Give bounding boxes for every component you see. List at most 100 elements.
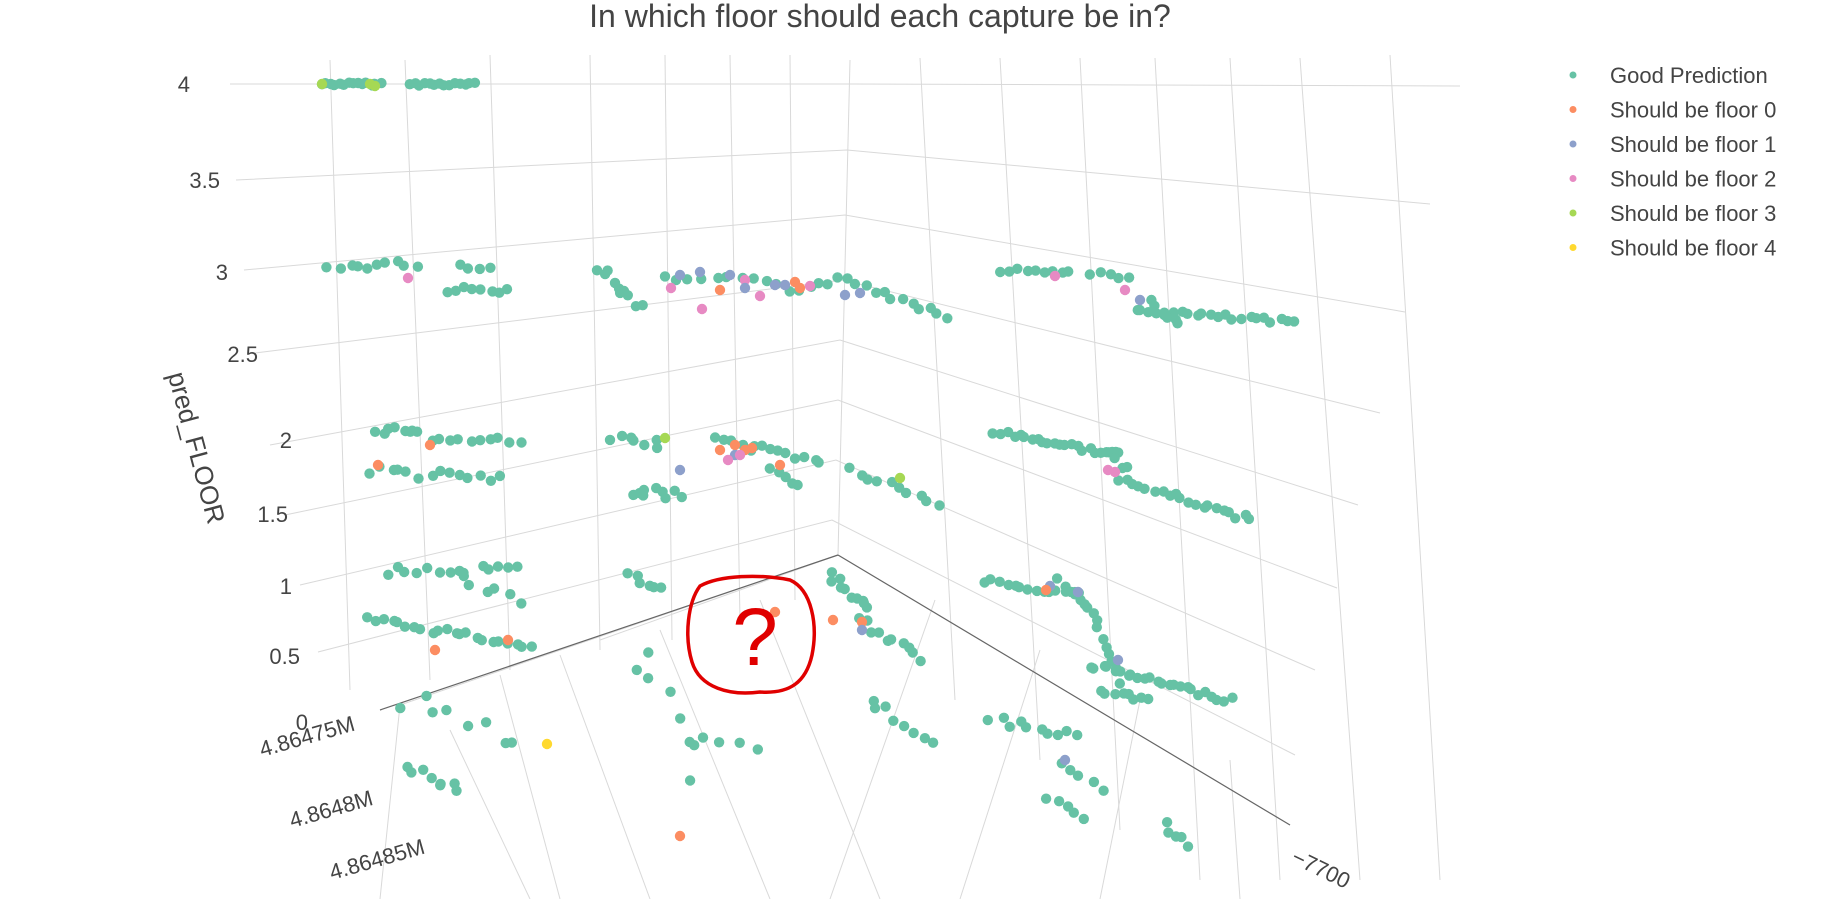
legend-marker[interactable] bbox=[1569, 106, 1577, 113]
point-0[interactable] bbox=[1182, 841, 1194, 852]
legend-marker[interactable] bbox=[1569, 209, 1577, 217]
point-0[interactable] bbox=[835, 573, 846, 584]
point-0[interactable] bbox=[665, 686, 676, 697]
point-0[interactable] bbox=[764, 463, 775, 474]
point-0[interactable] bbox=[1072, 770, 1084, 781]
point-0[interactable] bbox=[1095, 267, 1107, 278]
point-0[interactable] bbox=[406, 767, 417, 778]
point-0[interactable] bbox=[987, 428, 998, 439]
point-0[interactable] bbox=[998, 712, 1010, 723]
point-0[interactable] bbox=[1190, 499, 1202, 510]
point-0[interactable] bbox=[1132, 672, 1143, 684]
point-0[interactable] bbox=[378, 614, 390, 625]
point-1[interactable] bbox=[714, 444, 726, 456]
point-0[interactable] bbox=[1068, 807, 1080, 818]
point-0[interactable] bbox=[400, 466, 411, 477]
point-0[interactable] bbox=[861, 280, 872, 291]
point-0[interactable] bbox=[639, 439, 650, 451]
point-0[interactable] bbox=[398, 260, 409, 271]
point-0[interactable] bbox=[488, 583, 500, 594]
point-3[interactable] bbox=[734, 449, 746, 461]
point-0[interactable] bbox=[516, 598, 527, 609]
point-0[interactable] bbox=[752, 744, 763, 755]
point-0[interactable] bbox=[427, 707, 438, 718]
point-0[interactable] bbox=[1251, 313, 1262, 324]
point-0[interactable] bbox=[884, 293, 896, 305]
point-2[interactable] bbox=[694, 266, 706, 278]
point-0[interactable] bbox=[462, 472, 473, 484]
point-0[interactable] bbox=[1202, 500, 1213, 511]
point-0[interactable] bbox=[822, 279, 833, 290]
point-0[interactable] bbox=[1227, 692, 1238, 703]
point-0[interactable] bbox=[1072, 729, 1083, 741]
point-0[interactable] bbox=[411, 426, 423, 437]
point-0[interactable] bbox=[1113, 272, 1124, 284]
point-0[interactable] bbox=[1113, 475, 1124, 486]
point-0[interactable] bbox=[713, 737, 725, 748]
point-0[interactable] bbox=[369, 426, 381, 437]
point-0[interactable] bbox=[475, 284, 486, 295]
point-0[interactable] bbox=[370, 615, 381, 627]
point-0[interactable] bbox=[480, 717, 492, 728]
point-0[interactable] bbox=[931, 308, 942, 319]
point-0[interactable] bbox=[1065, 765, 1076, 776]
point-0[interactable] bbox=[412, 261, 424, 272]
point-0[interactable] bbox=[655, 582, 667, 593]
point-0[interactable] bbox=[462, 720, 474, 732]
point-2[interactable] bbox=[1134, 294, 1146, 306]
point-0[interactable] bbox=[1144, 672, 1155, 683]
point-0[interactable] bbox=[637, 300, 648, 311]
point-1[interactable] bbox=[729, 439, 741, 451]
point-0[interactable] bbox=[813, 278, 824, 289]
point-0[interactable] bbox=[849, 278, 861, 290]
point-1[interactable] bbox=[856, 616, 868, 628]
point-0[interactable] bbox=[434, 567, 446, 578]
point-0[interactable] bbox=[469, 77, 481, 89]
point-0[interactable] bbox=[1100, 661, 1112, 672]
point-0[interactable] bbox=[734, 737, 745, 748]
point-0[interactable] bbox=[792, 479, 803, 491]
point-0[interactable] bbox=[1088, 663, 1099, 674]
point-0[interactable] bbox=[463, 579, 474, 591]
legend[interactable]: Good Prediction Should be floor 0 Should b… bbox=[1569, 63, 1777, 261]
point-0[interactable] bbox=[1051, 573, 1063, 584]
point-0[interactable] bbox=[395, 702, 406, 714]
point-0[interactable] bbox=[441, 704, 452, 716]
point-0[interactable] bbox=[1243, 513, 1255, 525]
point-0[interactable] bbox=[886, 476, 898, 488]
legend-entry[interactable]: Should be floor 1 bbox=[1610, 132, 1776, 157]
point-2[interactable] bbox=[1059, 754, 1071, 766]
point-2[interactable] bbox=[674, 269, 686, 281]
point-2[interactable] bbox=[839, 289, 851, 301]
point-0[interactable] bbox=[1114, 678, 1126, 689]
point-0[interactable] bbox=[1143, 693, 1154, 705]
point-0[interactable] bbox=[451, 785, 462, 796]
point-0[interactable] bbox=[427, 470, 439, 481]
point-0[interactable] bbox=[888, 715, 899, 726]
point-0[interactable] bbox=[335, 263, 347, 274]
point-0[interactable] bbox=[1004, 721, 1015, 732]
point-0[interactable] bbox=[634, 577, 645, 589]
point-0[interactable] bbox=[873, 627, 885, 638]
point-0[interactable] bbox=[995, 266, 1006, 278]
point-0[interactable] bbox=[1185, 683, 1196, 695]
point-0[interactable] bbox=[1139, 483, 1150, 494]
point-0[interactable] bbox=[862, 474, 873, 485]
point-0[interactable] bbox=[622, 290, 633, 301]
point-2[interactable] bbox=[1072, 586, 1084, 598]
point-0[interactable] bbox=[1022, 584, 1033, 595]
point-0[interactable] bbox=[832, 272, 843, 283]
point-0[interactable] bbox=[445, 567, 456, 578]
point-0[interactable] bbox=[780, 447, 791, 459]
point-0[interactable] bbox=[1013, 582, 1025, 593]
point-0[interactable] bbox=[492, 432, 503, 443]
point-0[interactable] bbox=[1098, 785, 1109, 796]
point-0[interactable] bbox=[1099, 688, 1110, 699]
point-0[interactable] bbox=[1091, 622, 1103, 633]
point-0[interactable] bbox=[799, 451, 810, 463]
point-0[interactable] bbox=[389, 422, 400, 433]
legend-entry[interactable]: Good Prediction bbox=[1610, 63, 1768, 88]
point-0[interactable] bbox=[660, 493, 671, 504]
point-0[interactable] bbox=[1020, 722, 1032, 733]
point-2[interactable] bbox=[674, 464, 686, 476]
